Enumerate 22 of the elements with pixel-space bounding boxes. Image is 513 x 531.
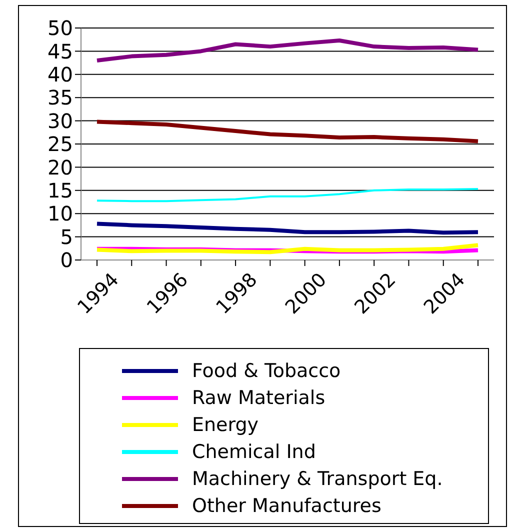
line-series xyxy=(95,120,480,144)
y-tick-label: 5 xyxy=(60,224,73,249)
y-tick-label: 50 xyxy=(48,16,73,40)
y-tick-label: 0 xyxy=(60,248,73,272)
line-series xyxy=(96,188,479,202)
legend-label: Chemical Ind xyxy=(192,440,316,462)
legend-label: Food & Tobacco xyxy=(192,360,341,382)
y-tick-label: 20 xyxy=(48,155,73,180)
legend-label: Raw Materials xyxy=(192,386,326,408)
y-tick-label: 30 xyxy=(48,108,73,133)
legend-label: Energy xyxy=(192,414,259,436)
line-series xyxy=(95,38,480,62)
y-tick-label: 45 xyxy=(48,39,73,64)
y-tick-label: 40 xyxy=(48,62,73,86)
line-series xyxy=(95,243,480,254)
y-tick-label: 15 xyxy=(48,178,73,202)
y-tick-label: 35 xyxy=(48,86,73,110)
legend-label: Other Manufactures xyxy=(192,494,382,516)
y-tick-label: 10 xyxy=(48,202,73,226)
line-series xyxy=(95,222,480,235)
legend-label: Machinery & Transport Eq. xyxy=(192,468,443,490)
y-tick-label: 25 xyxy=(48,132,73,156)
